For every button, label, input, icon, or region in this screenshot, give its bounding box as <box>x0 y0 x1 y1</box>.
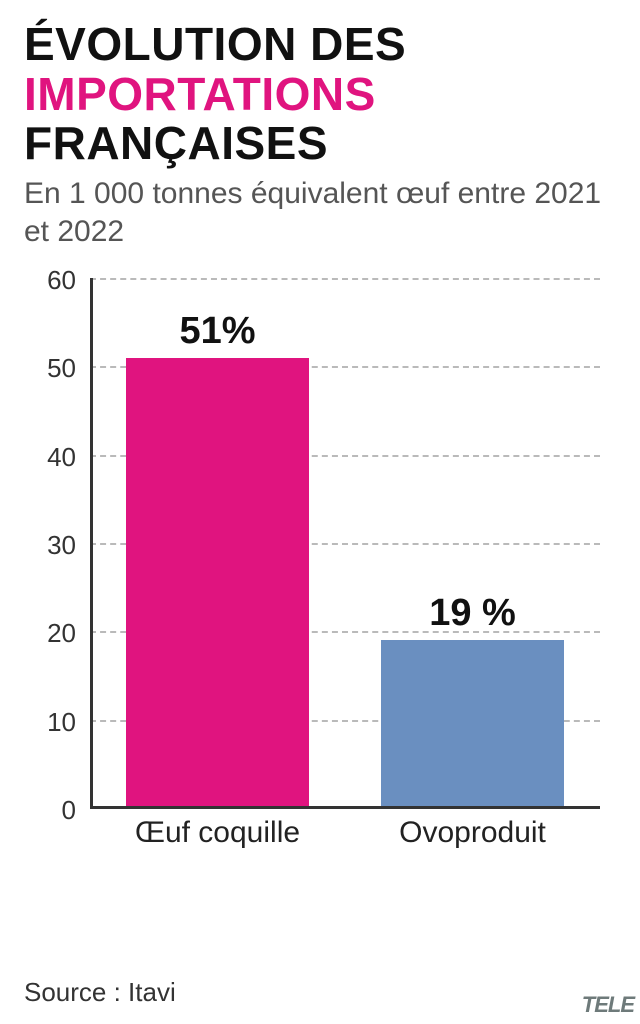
y-axis <box>90 278 93 808</box>
y-tick-label: 50 <box>24 353 76 384</box>
source-text: Source : Itavi <box>24 977 616 1008</box>
x-category-label: Ovoproduit <box>345 816 600 851</box>
y-tick-label: 40 <box>24 442 76 473</box>
title-line-1: ÉVOLUTION DES <box>24 20 616 70</box>
bar-chart: 010203040506051%Œuf coquille19 %Ovoprodu… <box>24 278 616 969</box>
title-line-2-highlight: IMPORTATIONS <box>24 70 616 120</box>
bar-value-label: 19 % <box>345 592 600 635</box>
title-line-3: FRANÇAISES <box>24 119 616 169</box>
chart-subtitle: En 1 000 tonnes équivalent œuf entre 202… <box>24 175 616 250</box>
x-category-label: Œuf coquille <box>90 816 345 851</box>
y-tick-label: 10 <box>24 707 76 738</box>
bar-value-label: 51% <box>90 310 345 353</box>
y-tick-label: 0 <box>24 795 76 826</box>
bar <box>126 358 310 809</box>
chart-title: ÉVOLUTION DES IMPORTATIONS FRANÇAISES <box>24 20 616 169</box>
grid-line <box>90 278 600 280</box>
x-axis <box>90 806 600 809</box>
bar <box>381 640 565 808</box>
watermark-logo: TELE <box>582 992 634 1018</box>
y-tick-label: 60 <box>24 265 76 296</box>
y-tick-label: 30 <box>24 530 76 561</box>
y-tick-label: 20 <box>24 618 76 649</box>
